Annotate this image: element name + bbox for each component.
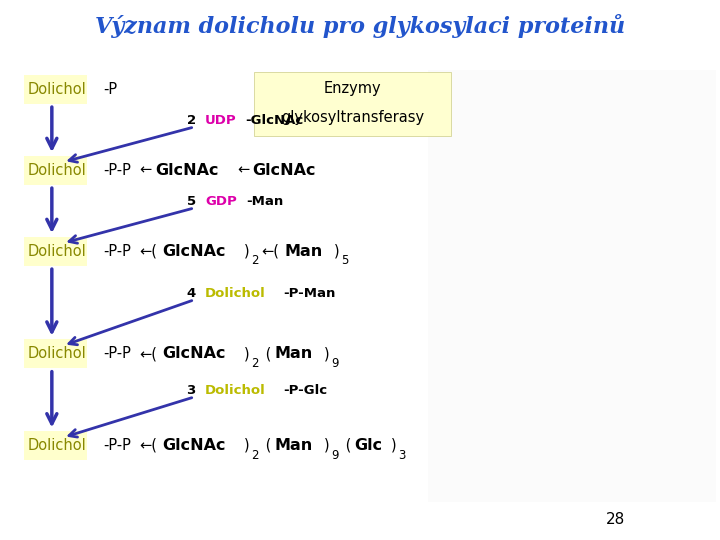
Text: Dolichol: Dolichol [27,82,86,97]
Text: Man: Man [284,244,323,259]
Text: -P-Glc: -P-Glc [284,384,328,397]
Text: 5: 5 [341,254,348,267]
Text: UDP: UDP [205,114,237,127]
Text: 5: 5 [187,195,201,208]
Text: 2: 2 [251,357,259,370]
Text: (: ( [261,438,271,453]
Text: Glc: Glc [354,438,382,453]
Text: Dolichol: Dolichol [27,438,86,453]
Text: ): ) [390,438,396,453]
Text: ←(: ←( [139,346,157,361]
Text: Man: Man [274,438,313,453]
Text: -P: -P [103,82,117,97]
Text: Dolichol: Dolichol [27,163,86,178]
Text: Dolichol: Dolichol [205,287,266,300]
Text: ←: ← [139,163,151,178]
Text: 2: 2 [187,114,201,127]
Text: ←: ← [237,163,249,178]
FancyBboxPatch shape [24,237,87,266]
Text: ←(: ←( [139,244,157,259]
Text: ): ) [324,438,330,453]
FancyBboxPatch shape [24,431,87,460]
Text: -P-P: -P-P [103,244,131,259]
Text: GlcNAc: GlcNAc [253,163,316,178]
Text: GDP: GDP [205,195,237,208]
Text: -P-Man: -P-Man [284,287,336,300]
Text: 28: 28 [606,511,625,526]
Text: ): ) [244,438,250,453]
Text: (: ( [341,438,351,453]
Bar [428,70,716,502]
Text: ): ) [334,244,339,259]
Text: -P-P: -P-P [103,438,131,453]
Text: (: ( [261,346,271,361]
Text: ←(: ←( [139,438,157,453]
Text: 3: 3 [398,449,405,462]
Text: 2: 2 [251,254,259,267]
Text: Man: Man [274,346,313,361]
Text: GlcNAc: GlcNAc [163,346,226,361]
FancyBboxPatch shape [24,75,87,104]
Text: 9: 9 [331,449,338,462]
Text: ): ) [324,346,330,361]
Text: Význam dolicholu pro glykosylaci proteinů: Význam dolicholu pro glykosylaci protein… [95,14,625,37]
Text: GlcNAc: GlcNAc [163,438,226,453]
Text: glykosyltransferasy: glykosyltransferasy [282,110,424,125]
Text: 3: 3 [187,384,201,397]
Text: ): ) [244,346,250,361]
Text: GlcNAc: GlcNAc [163,244,226,259]
Text: 9: 9 [331,357,338,370]
Text: -P-P: -P-P [103,346,131,361]
Text: Dolichol: Dolichol [27,244,86,259]
Text: 2: 2 [251,449,259,462]
Text: Dolichol: Dolichol [27,346,86,361]
FancyBboxPatch shape [254,72,451,136]
Text: ←(: ←( [261,244,279,259]
Text: -Man: -Man [246,195,283,208]
FancyBboxPatch shape [24,156,87,185]
Text: -P-P: -P-P [103,163,131,178]
Text: -GlcNAc: -GlcNAc [246,114,304,127]
Text: Dolichol: Dolichol [205,384,266,397]
Text: Enzymy: Enzymy [324,81,382,96]
Text: ): ) [244,244,250,259]
FancyBboxPatch shape [24,339,87,368]
Text: 4: 4 [187,287,201,300]
Text: GlcNAc: GlcNAc [155,163,218,178]
